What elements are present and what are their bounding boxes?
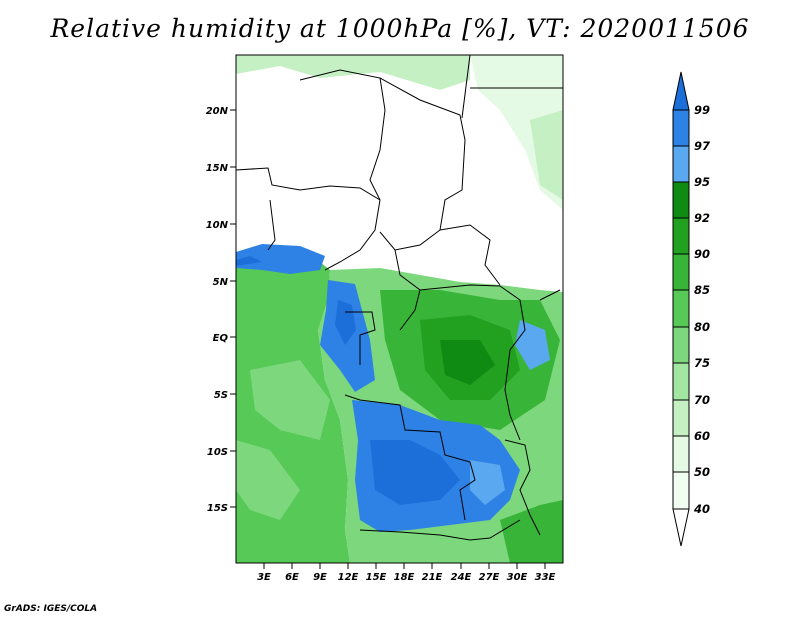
colorbar-cell-50-60 bbox=[672, 435, 690, 473]
lon-label-3e: 3E bbox=[257, 572, 271, 583]
lon-label-24e: 24E bbox=[451, 572, 472, 583]
colorbar-cell-40-50 bbox=[672, 471, 690, 510]
colorbar-label-99: 99 bbox=[694, 103, 710, 117]
lat-label-5n: 5N bbox=[213, 277, 229, 288]
humidity-field bbox=[236, 55, 563, 563]
colorbar-cell-70-75 bbox=[672, 362, 690, 401]
longitude-axis: 3E 6E 9E 12E 15E 18E 21E 24E 27E 30E 33E bbox=[257, 563, 556, 583]
colorbar-cell-92-95 bbox=[672, 181, 690, 219]
lon-label-33e: 33E bbox=[535, 572, 556, 583]
lon-label-21e: 21E bbox=[422, 572, 443, 583]
lat-label-5s: 5S bbox=[214, 390, 228, 401]
colorbar-cell-top-arrow bbox=[672, 71, 690, 111]
colorbar-cell-85-90 bbox=[672, 253, 690, 291]
grads-credit: GrADS: IGES/COLA bbox=[4, 604, 98, 614]
lon-label-6e: 6E bbox=[285, 572, 299, 583]
lon-label-15e: 15E bbox=[366, 572, 387, 583]
map-title: Relative humidity at 1000hPa [%], VT: 20… bbox=[50, 14, 750, 43]
lat-label-20n: 20N bbox=[206, 106, 229, 117]
colorbar bbox=[672, 71, 690, 547]
colorbar-cell-97-99 bbox=[672, 109, 690, 147]
colorbar-labels: 99 97 95 92 90 85 80 75 70 60 50 40 bbox=[693, 103, 710, 516]
colorbar-cell-90-92 bbox=[672, 217, 690, 255]
map-frame bbox=[235, 54, 564, 564]
lat-label-15n: 15N bbox=[206, 163, 229, 174]
lon-label-27e: 27E bbox=[479, 572, 500, 583]
colorbar-cell-80-85 bbox=[672, 289, 690, 328]
colorbar-label-75: 75 bbox=[694, 356, 710, 370]
colorbar-cell-bottom-arrow bbox=[672, 508, 690, 547]
colorbar-label-85: 85 bbox=[694, 283, 710, 297]
lon-label-30e: 30E bbox=[507, 572, 528, 583]
colorbar-label-40: 40 bbox=[693, 502, 710, 516]
lat-label-10s: 10S bbox=[207, 447, 228, 458]
colorbar-cell-75-80 bbox=[672, 326, 690, 364]
colorbar-label-60: 60 bbox=[694, 429, 710, 443]
colorbar-cell-60-70 bbox=[672, 399, 690, 437]
colorbar-label-97: 97 bbox=[694, 139, 710, 153]
lon-label-12e: 12E bbox=[338, 572, 359, 583]
lat-label-15s: 15S bbox=[207, 503, 228, 514]
lat-label-10n: 10N bbox=[206, 220, 229, 231]
colorbar-label-70: 70 bbox=[694, 393, 710, 407]
colorbar-label-80: 80 bbox=[694, 320, 710, 334]
colorbar-label-92: 92 bbox=[694, 211, 710, 225]
lon-label-18e: 18E bbox=[394, 572, 415, 583]
colorbar-cell-95-97 bbox=[672, 145, 690, 183]
latitude-axis: 20N 15N 10N 5N EQ 5S 10S 15S bbox=[206, 106, 236, 514]
lon-label-9e: 9E bbox=[313, 572, 327, 583]
colorbar-label-50: 50 bbox=[694, 465, 710, 479]
colorbar-label-95: 95 bbox=[694, 175, 710, 189]
lat-label-eq: EQ bbox=[213, 333, 229, 344]
colorbar-label-90: 90 bbox=[694, 247, 710, 261]
